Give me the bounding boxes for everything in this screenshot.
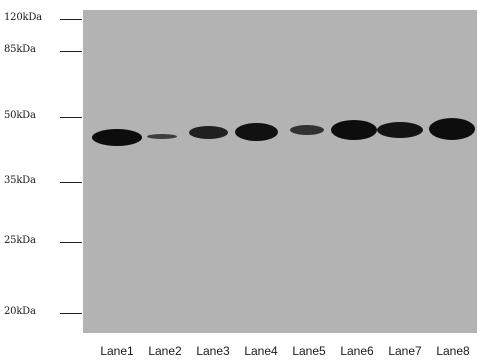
marker-85kda: 85kDa (0, 44, 83, 56)
marker-label: 20kDa (4, 306, 36, 317)
marker-label: 25kDa (4, 235, 36, 246)
band-lane6 (331, 120, 377, 140)
marker-label: 120kDa (4, 12, 42, 23)
marker-label: 35kDa (4, 175, 36, 186)
band-lane1 (92, 129, 142, 146)
band-lane8 (429, 118, 475, 140)
lane-label-1: Lane1 (100, 344, 134, 358)
marker-tick (60, 182, 82, 183)
band-lane5 (290, 125, 324, 135)
blot-membrane (83, 10, 477, 333)
band-lane3 (189, 126, 228, 139)
marker-tick (60, 242, 82, 243)
marker-tick (60, 313, 82, 314)
marker-20kda: 20kDa (0, 306, 83, 318)
marker-tick (60, 51, 82, 52)
marker-label: 50kDa (4, 110, 36, 121)
marker-tick (60, 117, 82, 118)
lane-label-5: Lane5 (292, 344, 326, 358)
lane-label-row: Lane1 Lane2 Lane3 Lane4 Lane5 Lane6 Lane… (83, 343, 477, 359)
marker-label: 85kDa (4, 44, 36, 55)
lane-label-6: Lane6 (340, 344, 374, 358)
marker-35kda: 35kDa (0, 175, 83, 187)
band-lane4 (235, 123, 278, 141)
marker-25kda: 25kDa (0, 235, 83, 247)
marker-50kda: 50kDa (0, 110, 83, 122)
marker-tick (60, 19, 82, 20)
band-lane7 (377, 122, 423, 138)
lane-label-7: Lane7 (388, 344, 422, 358)
lane-label-8: Lane8 (436, 344, 470, 358)
marker-120kda: 120kDa (0, 12, 83, 24)
band-lane2 (147, 134, 177, 139)
lane-label-3: Lane3 (196, 344, 230, 358)
lane-label-4: Lane4 (244, 344, 278, 358)
lane-label-2: Lane2 (148, 344, 182, 358)
